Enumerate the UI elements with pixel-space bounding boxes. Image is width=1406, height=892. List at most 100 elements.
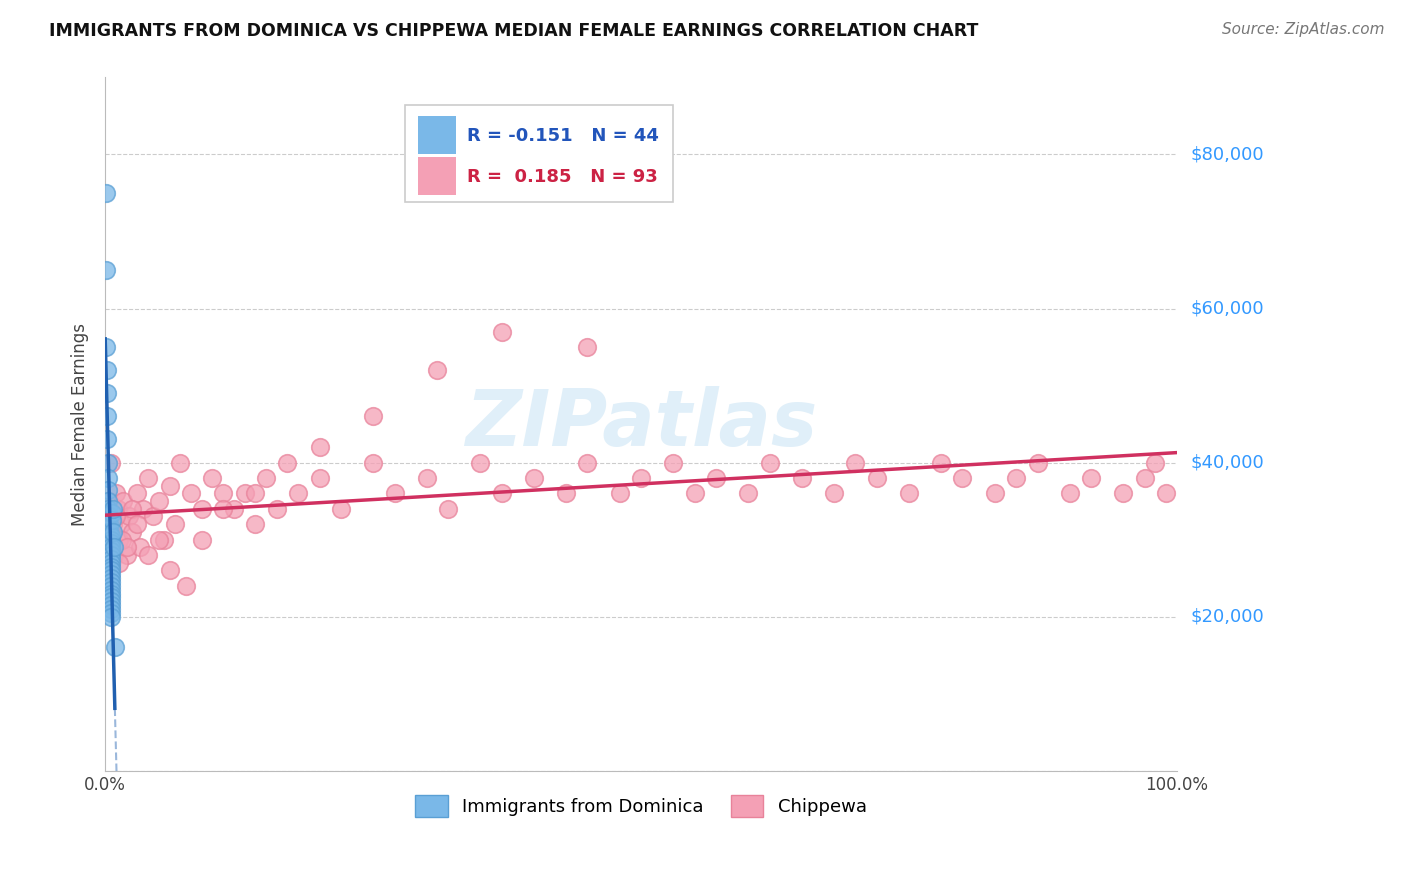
Point	[1005, 471, 1028, 485]
Point	[100, 567, 122, 582]
Point	[96, 186, 118, 200]
Text: $80,000: $80,000	[1191, 145, 1264, 163]
Point	[100, 456, 122, 470]
Y-axis label: Median Female Earnings: Median Female Earnings	[72, 323, 89, 525]
Point	[491, 486, 513, 500]
Point	[100, 586, 122, 600]
Point	[737, 486, 759, 500]
Point	[929, 456, 952, 470]
Point	[190, 533, 212, 547]
Point	[361, 456, 384, 470]
Point	[136, 548, 159, 562]
Point	[470, 456, 492, 470]
Point	[115, 548, 138, 562]
Point	[983, 486, 1005, 500]
Point	[104, 509, 127, 524]
Point	[98, 517, 121, 532]
Point	[100, 552, 122, 566]
Point	[276, 456, 298, 470]
Legend: Immigrants from Dominica, Chippewa: Immigrants from Dominica, Chippewa	[408, 788, 875, 824]
Point	[897, 486, 920, 500]
Point	[866, 471, 889, 485]
Point	[148, 533, 170, 547]
Point	[1080, 471, 1102, 485]
Point	[100, 591, 122, 605]
Point	[104, 486, 127, 500]
Point	[308, 440, 330, 454]
Point	[118, 509, 141, 524]
Point	[163, 517, 186, 532]
Point	[174, 579, 197, 593]
Point	[266, 501, 288, 516]
Point	[100, 609, 122, 624]
Point	[127, 486, 149, 500]
Point	[100, 582, 122, 597]
Text: $60,000: $60,000	[1191, 300, 1264, 318]
Point	[111, 533, 134, 547]
Point	[758, 456, 780, 470]
Point	[98, 509, 121, 524]
Point	[100, 541, 122, 555]
Point	[96, 363, 118, 377]
Point	[96, 409, 118, 424]
Point	[100, 602, 122, 616]
Point	[308, 471, 330, 485]
Point	[100, 536, 122, 550]
Point	[100, 529, 122, 543]
Point	[245, 517, 267, 532]
Point	[98, 517, 121, 532]
Point	[132, 501, 155, 516]
Point	[153, 533, 176, 547]
Point	[159, 563, 181, 577]
Point	[96, 533, 118, 547]
Point	[108, 533, 131, 547]
Point	[104, 640, 127, 655]
Point	[115, 541, 138, 555]
Point	[127, 517, 149, 532]
Point	[104, 509, 127, 524]
Point	[96, 263, 118, 277]
Point	[100, 579, 122, 593]
Text: ZIPatlas: ZIPatlas	[465, 386, 817, 462]
Point	[110, 517, 132, 532]
Point	[103, 548, 125, 562]
Point	[121, 501, 143, 516]
Point	[96, 340, 118, 354]
Point	[97, 471, 120, 485]
Point	[523, 471, 546, 485]
Point	[1112, 486, 1135, 500]
Point	[100, 513, 122, 527]
Point	[222, 501, 245, 516]
Point	[952, 471, 974, 485]
FancyBboxPatch shape	[418, 157, 456, 195]
FancyBboxPatch shape	[405, 105, 673, 202]
Point	[97, 548, 120, 562]
Point	[101, 524, 124, 539]
Point	[609, 486, 631, 500]
Point	[100, 606, 122, 620]
Point	[437, 501, 460, 516]
Text: $20,000: $20,000	[1191, 607, 1264, 625]
Point	[100, 548, 122, 562]
Point	[576, 340, 599, 354]
Point	[100, 556, 122, 570]
Text: R =  0.185   N = 93: R = 0.185 N = 93	[467, 168, 658, 186]
Point	[148, 494, 170, 508]
Point	[159, 478, 181, 492]
Text: IMMIGRANTS FROM DOMINICA VS CHIPPEWA MEDIAN FEMALE EARNINGS CORRELATION CHART: IMMIGRANTS FROM DOMINICA VS CHIPPEWA MED…	[49, 22, 979, 40]
Point	[245, 486, 267, 500]
Point	[100, 598, 122, 612]
Point	[112, 494, 135, 508]
Point	[98, 524, 121, 539]
Point	[97, 556, 120, 570]
Point	[254, 471, 277, 485]
Point	[1133, 471, 1156, 485]
Point	[97, 501, 120, 516]
Point	[491, 325, 513, 339]
Point	[101, 517, 124, 532]
Point	[630, 471, 652, 485]
Point	[426, 363, 449, 377]
Point	[136, 471, 159, 485]
Point	[212, 501, 235, 516]
Point	[100, 533, 122, 547]
